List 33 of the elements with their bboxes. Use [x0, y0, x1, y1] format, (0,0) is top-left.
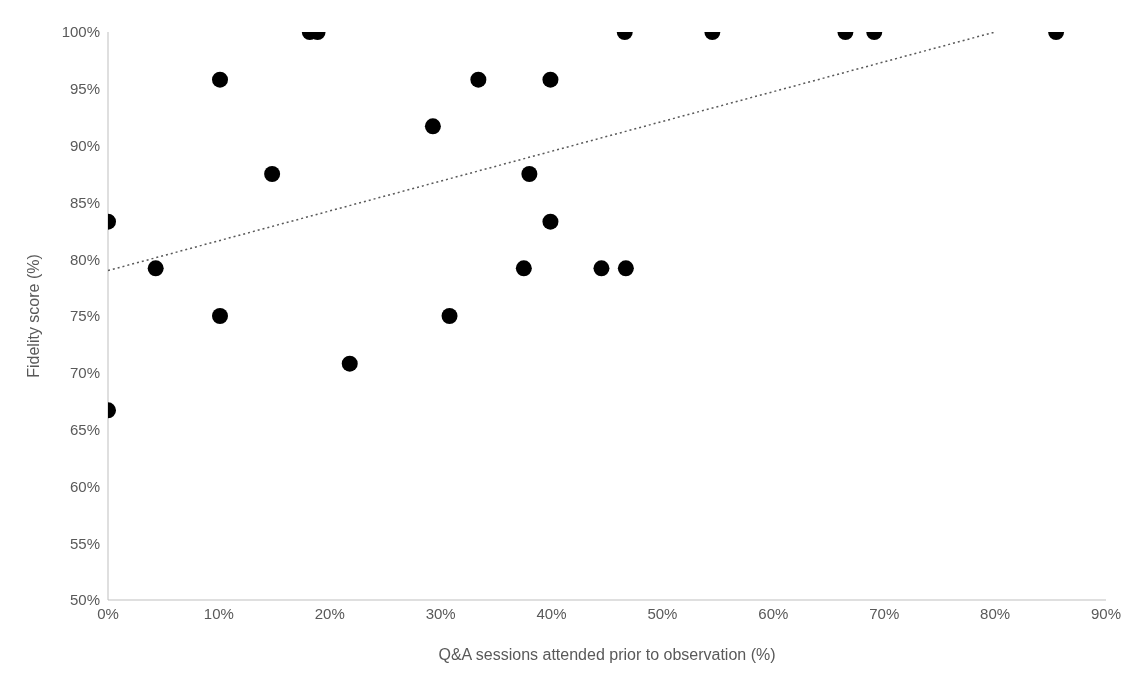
point [341, 355, 358, 372]
point [441, 308, 458, 324]
x-tick-label: 90% [1090, 604, 1122, 622]
x-tick-label: 80% [980, 604, 1011, 622]
x-axis-title: Q&A sessions attended prior to observation (%) [438, 646, 776, 663]
point [542, 213, 559, 230]
y-tick-label: 80% [69, 250, 100, 268]
y-tick-label: 55% [69, 534, 100, 552]
y-tick-label: 85% [69, 193, 100, 211]
x-tick-label: 20% [314, 604, 345, 622]
y-tick-label: 60% [69, 477, 100, 495]
point [212, 308, 228, 324]
point [521, 166, 538, 182]
y-tick-label: 50% [69, 591, 100, 609]
x-tick-label: 0% [97, 604, 119, 622]
y-axis-title: Fidelity score (%) [24, 254, 42, 378]
y-tick-label: 90% [69, 136, 100, 154]
x-tick-label: 30% [425, 604, 456, 622]
point [617, 260, 634, 277]
y-tick-label: 100% [61, 23, 100, 41]
point [515, 260, 532, 277]
y-tick-label: 70% [69, 364, 100, 382]
point [147, 260, 164, 277]
x-tick-label: 10% [203, 604, 234, 622]
x-tick-label: 40% [536, 604, 567, 622]
y-tick-label: 95% [69, 80, 100, 98]
x-tick-label: 50% [647, 604, 678, 622]
x-tick-label: 60% [758, 604, 789, 622]
x-tick-label: 70% [869, 604, 900, 622]
y-tick-label: 65% [69, 420, 100, 438]
y-tick-label: 75% [69, 307, 100, 325]
point [264, 166, 281, 182]
point [593, 260, 610, 277]
